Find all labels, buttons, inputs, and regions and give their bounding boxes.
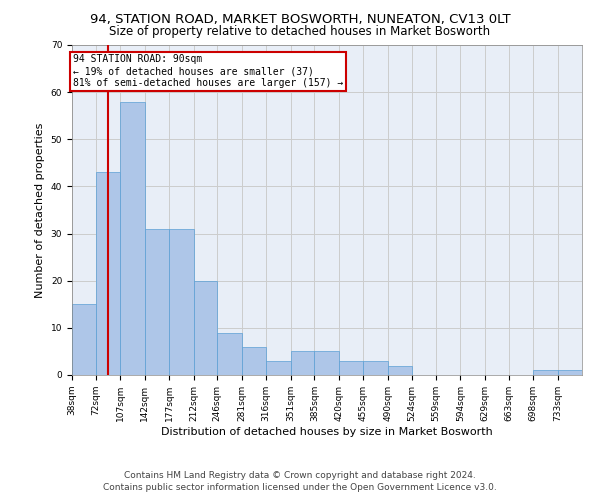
Bar (194, 280, 217, 375)
Bar (145, 229, 169, 375)
Text: Contains HM Land Registry data © Crown copyright and database right 2024.
Contai: Contains HM Land Registry data © Crown c… (103, 471, 497, 492)
Bar (96, 172, 120, 375)
Bar (557, 370, 582, 375)
Bar (314, 352, 339, 375)
Bar (120, 102, 145, 375)
Bar (72, 304, 96, 375)
Text: Size of property relative to detached houses in Market Bosworth: Size of property relative to detached ho… (109, 25, 491, 38)
Bar (364, 361, 388, 375)
Bar (388, 366, 412, 375)
Bar (339, 361, 364, 375)
Bar (169, 229, 194, 375)
Bar (290, 352, 314, 375)
X-axis label: Distribution of detached houses by size in Market Bosworth: Distribution of detached houses by size … (161, 426, 493, 436)
Bar (242, 346, 266, 375)
Text: 94 STATION ROAD: 90sqm
← 19% of detached houses are smaller (37)
81% of semi-det: 94 STATION ROAD: 90sqm ← 19% of detached… (73, 54, 343, 88)
Bar (217, 332, 242, 375)
Bar (266, 361, 290, 375)
Bar (533, 370, 557, 375)
Y-axis label: Number of detached properties: Number of detached properties (35, 122, 45, 298)
Text: 94, STATION ROAD, MARKET BOSWORTH, NUNEATON, CV13 0LT: 94, STATION ROAD, MARKET BOSWORTH, NUNEA… (89, 12, 511, 26)
